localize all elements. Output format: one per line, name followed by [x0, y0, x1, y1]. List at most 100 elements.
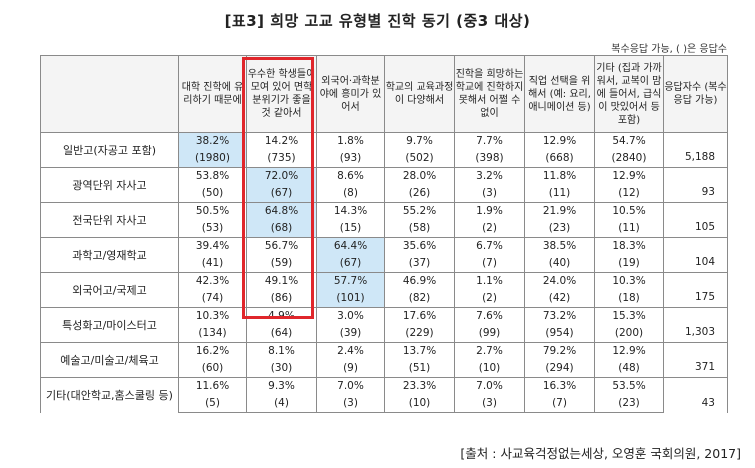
percent-cell: 3.0%: [316, 307, 385, 325]
percent-cell: 38.5%: [524, 237, 595, 255]
count-cell: (3): [316, 395, 385, 413]
count-cell: (11): [524, 185, 595, 203]
count-cell: (9): [316, 360, 385, 378]
count-cell: (735): [246, 150, 317, 168]
count-cell: (4): [246, 395, 317, 413]
percent-cell: 12.9%: [594, 342, 664, 360]
total-cell: 371: [663, 342, 728, 378]
count-cell: (26): [384, 185, 455, 203]
total-cell: 105: [663, 202, 728, 238]
count-cell: (51): [384, 360, 455, 378]
row-header: 특성화고/마이스터고: [40, 307, 179, 343]
percent-cell: 54.7%: [594, 132, 664, 150]
percent-cell: 12.9%: [594, 167, 664, 185]
table-row-counts: (74) (86) (101) (82) (2) (42) (18): [41, 290, 728, 308]
percent-cell: 23.3%: [384, 377, 455, 395]
count-cell: (3): [454, 395, 525, 413]
table-row-counts: (41) (59) (67) (37) (7) (40) (19): [41, 255, 728, 273]
count-cell: (2840): [594, 150, 664, 168]
count-cell: (502): [384, 150, 455, 168]
count-cell: (10): [384, 395, 455, 413]
count-cell: (37): [384, 255, 455, 273]
count-cell: (64): [246, 325, 317, 343]
count-cell: (200): [594, 325, 664, 343]
count-cell: (12): [594, 185, 664, 203]
count-cell: (60): [178, 360, 247, 378]
header-cell: 학교의 교육과정이 다양해서: [384, 55, 455, 133]
percent-cell: 12.9%: [524, 132, 595, 150]
percent-cell: 16.3%: [524, 377, 595, 395]
survey-table: 대학 진학에 유리하기 때문에 우수한 학생들이 모여 있어 면학 분위기가 좋…: [40, 55, 728, 413]
count-cell: (5): [178, 395, 247, 413]
percent-cell: 1.8%: [316, 132, 385, 150]
percent-cell: 11.8%: [524, 167, 595, 185]
percent-cell: 42.3%: [178, 272, 247, 290]
percent-cell: 2.7%: [454, 342, 525, 360]
count-cell: (40): [524, 255, 595, 273]
count-cell: (23): [594, 395, 664, 413]
percent-cell: 17.6%: [384, 307, 455, 325]
percent-cell: 49.1%: [246, 272, 317, 290]
percent-cell: 56.7%: [246, 237, 317, 255]
count-cell: (15): [316, 220, 385, 238]
percent-cell: 55.2%: [384, 202, 455, 220]
count-cell: (11): [594, 220, 664, 238]
percent-cell: 24.0%: [524, 272, 595, 290]
percent-cell: 50.5%: [178, 202, 247, 220]
percent-cell: 57.7%: [316, 272, 385, 290]
percent-cell: 11.6%: [178, 377, 247, 395]
table-row-counts: (1980) (735) (93) (502) (398) (668) (2840): [41, 150, 728, 168]
table-row: 광역단위 자사고 53.8% 72.0% 8.6% 28.0% 3.2% 11.8% 12.9…: [40, 167, 728, 203]
header-cell: 대학 진학에 유리하기 때문에: [178, 55, 247, 133]
count-cell: (101): [316, 290, 385, 308]
percent-cell: 72.0%: [246, 167, 317, 185]
count-cell: (93): [316, 150, 385, 168]
percent-cell: 73.2%: [524, 307, 595, 325]
percent-cell: 7.0%: [454, 377, 525, 395]
count-cell: (42): [524, 290, 595, 308]
count-cell: (3): [454, 185, 525, 203]
percent-cell: 38.2%: [178, 132, 247, 150]
percent-cell: 28.0%: [384, 167, 455, 185]
percent-cell: 64.4%: [316, 237, 385, 255]
percent-cell: 8.6%: [316, 167, 385, 185]
count-cell: (398): [454, 150, 525, 168]
percent-cell: 79.2%: [524, 342, 595, 360]
table-row: 일반고(자공고 포함) 38.2% 14.2% 1.8% 9.7% 7.7% 12.9% 54…: [40, 132, 728, 168]
row-header: 일반고(자공고 포함): [40, 132, 179, 168]
percent-cell: 53.5%: [594, 377, 664, 395]
count-cell: (134): [178, 325, 247, 343]
percent-cell: 10.5%: [594, 202, 664, 220]
count-cell: (8): [316, 185, 385, 203]
count-cell: (10): [454, 360, 525, 378]
percent-cell: 8.1%: [246, 342, 317, 360]
percent-cell: 10.3%: [594, 272, 664, 290]
percent-cell: 13.7%: [384, 342, 455, 360]
header-cell: 응답자수 (복수응답 가능): [663, 55, 728, 133]
percent-cell: 16.2%: [178, 342, 247, 360]
count-cell: (294): [524, 360, 595, 378]
count-cell: (23): [524, 220, 595, 238]
table-row: 특성화고/마이스터고 10.3% 4.9% 3.0% 17.6% 7.6% 73.2% 15.…: [40, 307, 728, 343]
count-cell: (668): [524, 150, 595, 168]
count-cell: (229): [384, 325, 455, 343]
total-cell: 175: [663, 272, 728, 308]
count-cell: (50): [178, 185, 247, 203]
percent-cell: 1.1%: [454, 272, 525, 290]
count-cell: (68): [246, 220, 317, 238]
percent-cell: 14.3%: [316, 202, 385, 220]
count-cell: (74): [178, 290, 247, 308]
table-row: 외국어고/국제고 42.3% 49.1% 57.7% 46.9% 1.1% 24.0% 10.…: [40, 272, 728, 308]
percent-cell: 9.7%: [384, 132, 455, 150]
percent-cell: 7.0%: [316, 377, 385, 395]
count-cell: (2): [454, 290, 525, 308]
row-header: 과학고/영재학교: [40, 237, 179, 273]
percent-cell: 64.8%: [246, 202, 317, 220]
table-note: 복수응답 가능, ( )은 응답수: [611, 44, 727, 55]
percent-cell: 53.8%: [178, 167, 247, 185]
count-cell: (1980): [178, 150, 247, 168]
percent-cell: 35.6%: [384, 237, 455, 255]
table-row: 기타(대안학교,홈스쿨링 등) 11.6% 9.3% 7.0% 23.3% 7.0% 16.…: [40, 377, 728, 413]
table-row: 예술고/미술고/체육고 16.2% 8.1% 2.4% 13.7% 2.7% 79.2% 12…: [40, 342, 728, 378]
count-cell: (954): [524, 325, 595, 343]
